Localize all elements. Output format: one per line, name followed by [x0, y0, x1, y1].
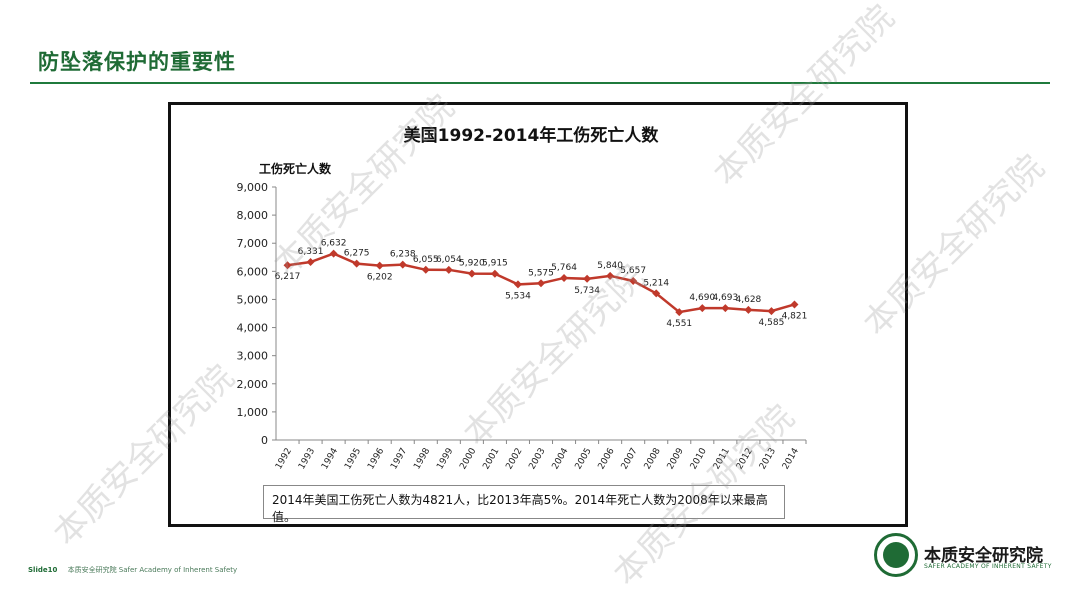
- data-label: 6,331: [298, 247, 324, 257]
- y-tick-label: 1,000: [237, 406, 269, 419]
- data-label: 6,275: [344, 249, 370, 259]
- data-point: [513, 280, 522, 289]
- x-tick-label: 2003: [527, 447, 547, 472]
- data-label: 5,915: [482, 259, 508, 269]
- data-point: [606, 271, 615, 280]
- data-point: [306, 258, 315, 267]
- y-tick-label: 6,000: [237, 265, 269, 278]
- y-axis-label: 工伤死亡人数: [259, 161, 332, 176]
- data-point: [629, 276, 638, 285]
- data-label: 5,920: [459, 259, 485, 269]
- data-point: [652, 289, 661, 298]
- data-label: 6,054: [436, 255, 462, 265]
- title-divider: [30, 82, 1050, 84]
- data-label: 5,214: [643, 278, 669, 288]
- x-tick-label: 2006: [597, 446, 617, 471]
- x-tick-label: 2005: [574, 447, 594, 472]
- logo-subtitle: SAFER ACADEMY OF INHERENT SAFETY: [924, 563, 1052, 570]
- data-label: 4,585: [759, 318, 785, 328]
- y-tick-label: 4,000: [237, 322, 269, 335]
- data-label: 4,690: [689, 293, 715, 303]
- x-tick-label: 2012: [735, 447, 755, 472]
- x-tick-label: 1994: [320, 446, 340, 471]
- y-tick-label: 0: [261, 434, 268, 447]
- x-tick-label: 1992: [274, 447, 294, 472]
- x-tick-label: 1998: [412, 446, 432, 471]
- data-label: 4,628: [736, 295, 762, 305]
- data-label: 5,575: [528, 268, 554, 278]
- data-label: 5,734: [574, 286, 600, 296]
- x-tick-label: 2001: [481, 447, 501, 472]
- data-point: [790, 300, 799, 309]
- data-point: [744, 305, 753, 314]
- y-tick-label: 3,000: [237, 350, 269, 363]
- data-point: [421, 265, 430, 274]
- data-label: 5,534: [505, 291, 531, 301]
- y-tick-label: 5,000: [237, 293, 269, 306]
- chart-title: 美国1992-2014年工伤死亡人数: [404, 125, 660, 146]
- x-tick-label: 2008: [643, 446, 663, 471]
- y-tick-label: 2,000: [237, 378, 269, 391]
- x-tick-label: 2011: [712, 447, 732, 472]
- data-point: [675, 308, 684, 317]
- data-label: 5,657: [620, 266, 646, 276]
- data-point: [698, 304, 707, 313]
- x-tick-label: 2007: [620, 447, 640, 472]
- x-tick-label: 2002: [504, 447, 524, 472]
- x-tick-label: 2014: [781, 446, 801, 471]
- x-tick-label: 1996: [366, 446, 386, 471]
- data-point: [444, 265, 453, 274]
- x-tick-label: 2010: [689, 446, 709, 471]
- logo-name: 本质安全研究院: [924, 546, 1043, 566]
- data-label: 5,840: [597, 261, 623, 271]
- data-point: [490, 269, 499, 278]
- x-tick-label: 1993: [297, 447, 317, 472]
- data-label: 4,821: [782, 311, 808, 321]
- footer-slide-number: Slide10: [28, 566, 58, 574]
- x-tick-label: 2004: [551, 446, 571, 471]
- x-tick-label: 1997: [389, 447, 409, 472]
- x-tick-label: 2013: [758, 447, 778, 472]
- x-tick-label: 1995: [343, 447, 363, 472]
- data-label: 4,693: [712, 293, 738, 303]
- chart-note: 2014年美国工伤死亡人数为4821人，比2013年高5%。2014年死亡人数为…: [263, 485, 785, 524]
- data-label: 6,632: [321, 239, 347, 249]
- data-label: 6,217: [275, 272, 301, 282]
- y-tick-label: 7,000: [237, 237, 269, 250]
- data-label: 6,202: [367, 273, 393, 283]
- data-point: [375, 261, 384, 270]
- academy-logo-icon: [874, 533, 918, 577]
- data-point: [467, 269, 476, 278]
- slide-title: 防坠落保护的重要性: [38, 50, 236, 74]
- chart-frame: 美国1992-2014年工伤死亡人数 工伤死亡人数 0 1,000 2,000 3,0…: [168, 102, 908, 527]
- x-tick-label: 1999: [435, 446, 455, 471]
- data-point: [329, 249, 338, 258]
- data-point: [721, 304, 730, 313]
- data-point: [583, 274, 592, 283]
- data-point: [352, 259, 361, 268]
- footer-text: 本质安全研究院 Safer Academy of Inherent Safety: [67, 566, 238, 574]
- x-tick-label: 2009: [666, 446, 686, 471]
- x-tick-label: 2000: [458, 446, 478, 471]
- data-label: 4,551: [666, 319, 692, 329]
- data-label: 6,238: [390, 250, 416, 260]
- data-label: 5,764: [551, 263, 577, 273]
- y-tick-label: 9,000: [237, 181, 269, 194]
- footer: Slide10 本质安全研究院 Safer Academy of Inheren…: [28, 565, 237, 575]
- data-point: [537, 279, 545, 288]
- data-label: 6,055: [413, 255, 439, 265]
- data-point: [283, 261, 292, 270]
- line-chart: 美国1992-2014年工伤死亡人数 工伤死亡人数 0 1,000 2,000 3,0…: [237, 125, 808, 472]
- data-point: [560, 273, 569, 282]
- data-point: [767, 307, 776, 316]
- y-tick-label: 8,000: [237, 209, 269, 222]
- data-point: [398, 260, 407, 269]
